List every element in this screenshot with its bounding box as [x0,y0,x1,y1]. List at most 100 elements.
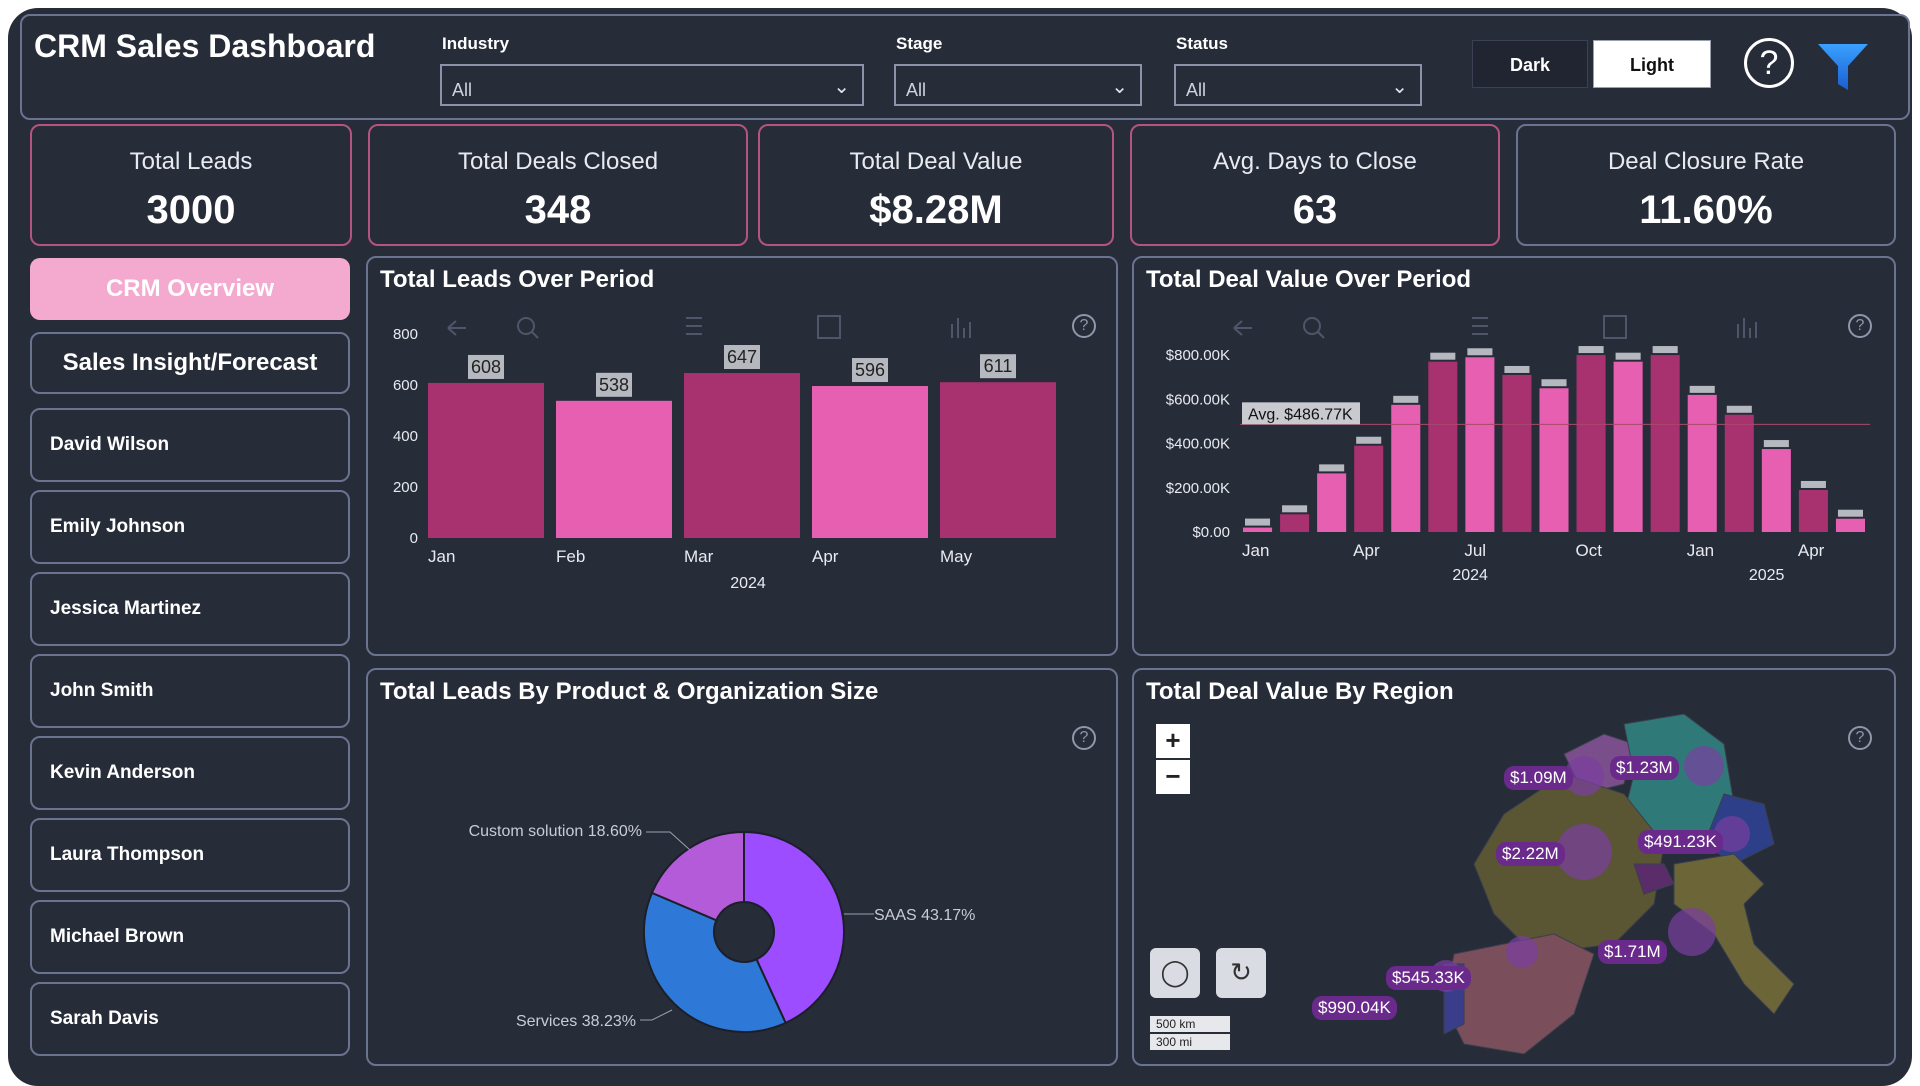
bar-2024-01[interactable] [1243,527,1273,532]
bar-2025-05[interactable] [1835,518,1865,532]
bar-2024-10[interactable] [1576,355,1606,532]
data-label-box [852,358,888,383]
industry-value: All [452,80,473,100]
leads-bar-chart: 0 200 400 600 800 608 Jan 538 Feb 647 Mar 596 Apr 611… [393,326,1056,592]
data-label-chip [1393,395,1419,403]
bar-2024-08[interactable] [1502,374,1532,532]
stage-dropdown[interactable]: All ⌄ [894,64,1142,106]
bar-2024-04[interactable] [1354,445,1384,532]
zoom-in-button[interactable]: + [1156,724,1190,758]
bar-2024-12[interactable] [1650,355,1680,532]
bar-2024-05[interactable] [1391,404,1421,532]
data-label: 647 [727,347,757,367]
calendar-icon [1603,315,1627,339]
help-icon[interactable]: ? [1072,726,1096,750]
x-tick-label: Jan [1242,541,1269,560]
region-label-spain: $545.33K [1386,966,1471,990]
help-icon[interactable]: ? [1072,314,1096,338]
nav-sales-insight-forecast[interactable]: Sales Insight/Forecast [30,332,350,394]
industry-dropdown[interactable]: All ⌄ [440,64,864,106]
bar-jan[interactable] [428,382,544,538]
nav-person-laura-thompson[interactable]: Laura Thompson [30,818,350,892]
refresh-icon[interactable]: ↻ [1216,948,1266,998]
filter-label-industry: Industry [442,34,510,53]
kpi-avg-days-to-close: Avg. Days to Close 63 [1130,124,1500,246]
data-label-chip [1837,509,1863,517]
bar-2025-02[interactable] [1724,414,1754,532]
average-label-box [1242,402,1360,425]
zoom-out-button[interactable]: − [1156,760,1190,794]
slice-services[interactable] [643,891,787,1033]
leads-by-product-panel: Total Leads By Product & Organization Si… [366,668,1118,1066]
deal-value-bar-chart: $0.00 $200.00K $400.00K $600.00K $800.00K Avg… [1166,346,1870,584]
bar-apr[interactable] [812,386,928,538]
list-icon [686,317,702,335]
lasso-icon[interactable]: ◯ [1150,948,1200,998]
nav-person-emily-johnson[interactable]: Emily Johnson [30,490,350,564]
nav-person-jessica-martinez[interactable]: Jessica Martinez [30,572,350,646]
nav-person-john-smith[interactable]: John Smith [30,654,350,728]
calendar-icon [817,315,841,339]
bar-may[interactable] [940,382,1056,538]
x-tick-label: Jan [428,547,455,566]
kpi-deal-closure-rate: Deal Closure Rate 11.60% [1516,124,1896,246]
leader-line [640,1009,673,1021]
nav-crm-overview[interactable]: CRM Overview [30,258,350,320]
bar-2025-04[interactable] [1798,489,1828,532]
scale-km: 500 km [1150,1016,1230,1032]
nav-person-sarah-davis[interactable]: Sarah Davis [30,982,350,1056]
nav-person-david-wilson[interactable]: David Wilson [30,408,350,482]
x-year-label: 2025 [1749,567,1785,584]
bar-2024-02[interactable] [1280,514,1310,532]
slice-label: Services 38.23% [516,1013,636,1030]
light-theme-button[interactable]: Light [1593,40,1711,88]
scale-mi: 300 mi [1150,1034,1230,1050]
help-icon[interactable]: ? [1848,314,1872,338]
kpi-value: 348 [524,188,592,232]
bar-2025-01[interactable] [1687,394,1717,532]
region-label-portugal: $990.04K [1312,996,1397,1020]
help-icon[interactable]: ? [1848,726,1872,750]
app-title: CRM Sales Dashboard [34,28,376,64]
status-dropdown[interactable]: All ⌄ [1174,64,1422,106]
data-label-chip [1800,480,1826,488]
bar-2024-11[interactable] [1613,361,1643,532]
bar-2024-06[interactable] [1428,361,1458,532]
zoom-icon [1303,317,1321,335]
nav-person-kevin-anderson[interactable]: Kevin Anderson [30,736,350,810]
funnel-icon[interactable] [1816,40,1870,94]
data-label-chip [1430,352,1456,360]
slice-custom-solution[interactable] [650,830,745,922]
x-year-label: 2024 [1452,567,1488,584]
slice-label: SAAS 43.17% [874,907,975,924]
x-tick-label: Oct [1576,541,1603,560]
region-label-france: $2.22M [1496,842,1565,866]
bar-mar[interactable] [684,373,800,538]
bar-2024-09[interactable] [1539,388,1569,532]
x-tick-label: Jan [1687,541,1714,560]
bar-2025-03[interactable] [1761,449,1791,532]
chart-title: Total Leads Over Period [380,266,655,293]
x-year-label: 2024 [730,575,766,592]
data-label-chip [1319,464,1345,472]
chevron-down-icon: ⌄ [1111,76,1128,98]
kpi-label: Total Leads [129,148,253,175]
stage-value: All [906,80,927,100]
data-label-chip [1245,518,1271,526]
bar-feb[interactable] [556,400,672,538]
dark-theme-button[interactable]: Dark [1472,40,1588,88]
slice-saas[interactable] [743,830,845,1025]
nav-person-michael-brown[interactable]: Michael Brown [30,900,350,974]
data-label: 538 [599,375,629,395]
deal-value-by-region-panel: Total Deal Value By Region ? + − ◯ ↻ 500… [1132,668,1896,1066]
europe-map [1430,714,1795,1054]
question-circle-icon[interactable]: ? [1744,38,1794,88]
x-tick-label: May [940,547,973,566]
bar-2024-07[interactable] [1465,357,1495,532]
chart-toolbar [447,315,971,339]
y-tick-label: $0.00 [1192,524,1230,541]
bar-2024-03[interactable] [1317,473,1347,532]
bar-icon [951,318,971,338]
product-donut-chart: SAAS 43.17% Services 38.23% Custom solutio… [469,823,975,1033]
chart-title: Total Leads By Product & Organization Si… [380,678,879,705]
